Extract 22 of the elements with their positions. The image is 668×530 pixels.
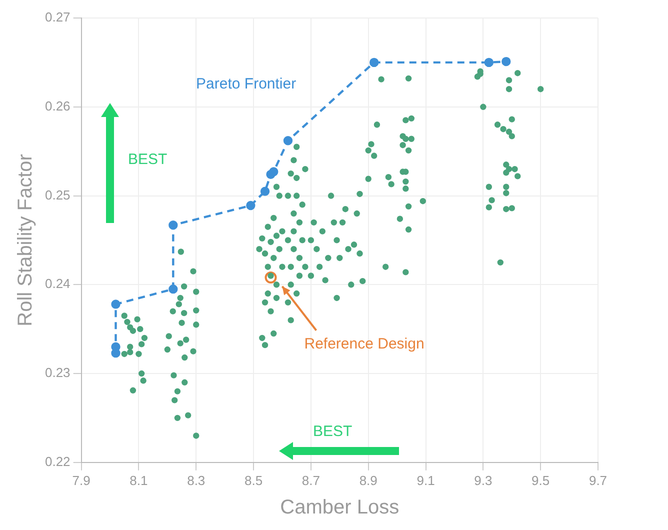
x-tick-label: 9.1 [416, 472, 435, 488]
x-tick-label: 9.5 [532, 472, 550, 488]
x-tick-label: 8.5 [244, 472, 263, 488]
y-tick-label: 0.25 [44, 187, 70, 202]
x-tick-label: 8.9 [359, 472, 378, 488]
x-tick-label: 8.1 [130, 472, 148, 488]
y-tick-label: 0.23 [44, 365, 70, 380]
y-tick-label: 0.24 [44, 276, 70, 292]
annotation: BEST [128, 151, 168, 168]
x-axis-title: Camber Loss [280, 496, 400, 519]
x-tick-label: 9.3 [474, 472, 492, 488]
x-tick-label: 8.7 [302, 472, 320, 488]
y-tick-label: 0.22 [44, 454, 70, 469]
x-tick-label: 9.7 [588, 472, 608, 488]
annotation: BEST [313, 423, 352, 440]
text: Pareto Frontier [196, 76, 296, 93]
annotation: Reference Design [304, 336, 424, 353]
x-tick-label: 8.3 [187, 472, 206, 488]
y-axis-title: Roll Stability Factor [14, 154, 37, 326]
y-tick-label: 0.27 [44, 10, 70, 25]
x-tick-label: 7.9 [72, 472, 90, 488]
y-tick-label: 0.26 [44, 98, 70, 114]
